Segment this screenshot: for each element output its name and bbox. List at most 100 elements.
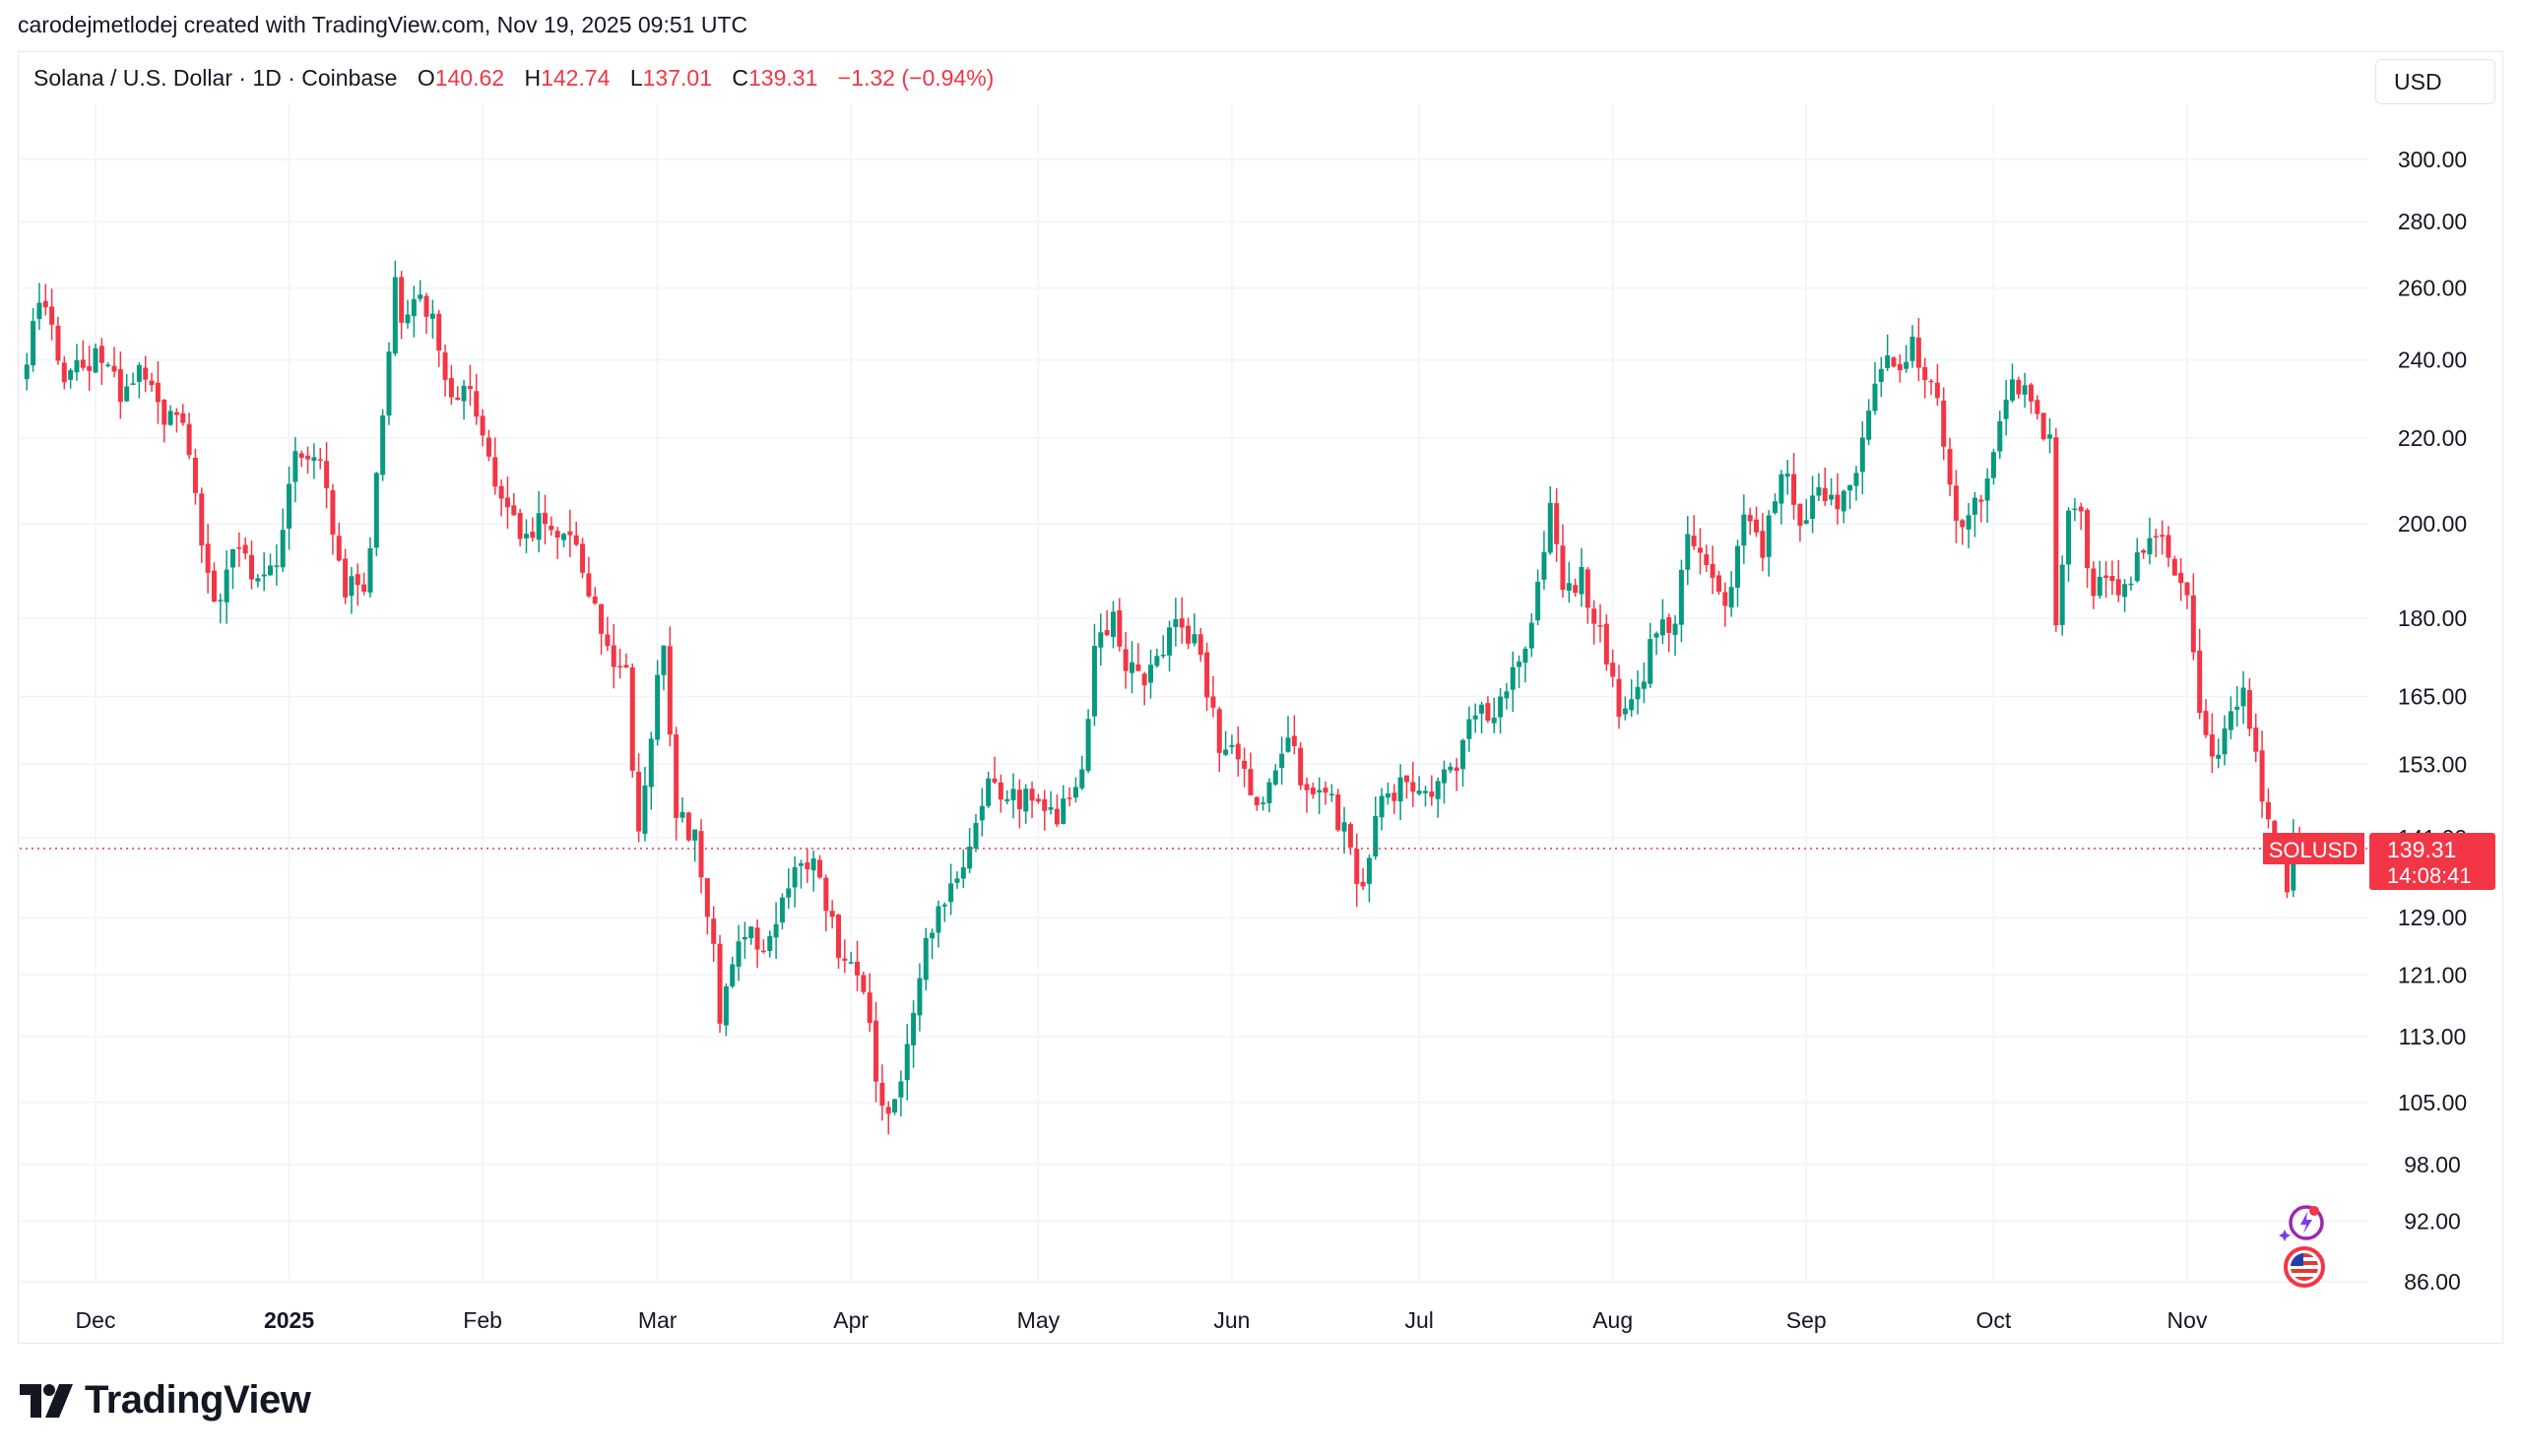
candle-body <box>1641 681 1647 689</box>
candle-body <box>1710 564 1715 578</box>
y-tick-label: 220.00 <box>2398 425 2467 451</box>
candle-body <box>1110 611 1116 638</box>
candle-body <box>1167 627 1173 656</box>
candle-body <box>1129 662 1134 673</box>
candle-body <box>199 493 205 546</box>
candle-body <box>1291 735 1297 746</box>
candle-body <box>1229 744 1235 747</box>
chart-frame <box>18 51 2503 1344</box>
candle-body <box>861 975 867 992</box>
candle-body <box>674 734 679 818</box>
candle-body <box>1341 822 1347 832</box>
candle-body <box>1498 696 1504 718</box>
candle-body <box>605 634 611 647</box>
symbol-title[interactable]: Solana / U.S. Dollar · 1D · Coinbase <box>33 65 398 91</box>
price-tag-price: 139.31 <box>2387 837 2456 862</box>
candle-body <box>1728 587 1734 608</box>
candle-body <box>748 926 754 938</box>
candle-body <box>117 369 123 403</box>
y-tick-label: 300.00 <box>2398 147 2467 172</box>
candle-body <box>186 423 192 456</box>
candle-body <box>623 665 629 668</box>
candle-body <box>1816 486 1822 496</box>
candle-body <box>567 531 573 536</box>
currency-selector[interactable]: USD <box>2375 59 2495 104</box>
candle-body <box>1317 790 1323 792</box>
candle-body <box>343 558 349 598</box>
x-tick-label: Aug <box>1592 1307 1633 1333</box>
candle-body <box>2009 379 2015 401</box>
candle-body <box>373 473 379 548</box>
candle-body <box>205 543 211 573</box>
candle-body <box>1835 494 1841 510</box>
tradingview-brand[interactable]: TradingView <box>20 1378 311 1423</box>
chart-credit: carodejmetlodej created with TradingView… <box>18 12 748 37</box>
candle-body <box>2085 510 2091 569</box>
candle-body <box>1072 787 1078 798</box>
candle-body <box>2097 576 2102 597</box>
candle-body <box>1197 634 1203 656</box>
candle-body <box>324 461 330 488</box>
candle-body <box>992 778 998 783</box>
candle-body <box>1260 802 1266 804</box>
candle-body <box>1179 618 1185 628</box>
candle-body <box>760 950 766 953</box>
candle-body <box>249 554 255 580</box>
candle-body <box>1016 790 1022 810</box>
candle-body <box>1310 788 1316 794</box>
candle-body <box>2091 568 2097 597</box>
candle-body <box>667 646 673 735</box>
candle-body <box>392 277 398 354</box>
y-tick-label: 86.00 <box>2404 1269 2461 1295</box>
candle-body <box>1722 592 1728 606</box>
candle-body <box>1204 652 1210 698</box>
candle-body <box>2184 582 2190 596</box>
candle-body <box>904 1044 910 1081</box>
close-value: 139.31 <box>748 65 818 91</box>
candle-body <box>2165 535 2171 558</box>
candle-body <box>1603 623 1609 665</box>
candle-body <box>698 831 704 878</box>
candle-body <box>98 346 104 363</box>
candle-body <box>704 878 710 918</box>
candle-body <box>617 665 623 668</box>
candle-body <box>1984 478 1990 501</box>
ai-spark-badge-icon[interactable] <box>2279 1201 2328 1249</box>
candle-body <box>224 569 229 602</box>
candle-body <box>167 411 173 425</box>
candle-body <box>442 351 448 380</box>
candle-body <box>835 915 841 959</box>
candle-body <box>2216 754 2222 759</box>
candle-body <box>2160 535 2165 538</box>
candle-body <box>24 364 30 380</box>
y-tick-label: 200.00 <box>2398 511 2467 537</box>
us-flag-badge-icon[interactable] <box>2281 1245 2328 1294</box>
candle-body <box>1847 484 1853 491</box>
brand-name: TradingView <box>85 1378 311 1422</box>
candle-body <box>274 565 280 567</box>
candle-body <box>923 937 929 981</box>
candle-body <box>1054 808 1060 825</box>
candle-body <box>1216 709 1222 753</box>
candle-body <box>1685 534 1691 570</box>
candle-body <box>1573 585 1579 594</box>
candle-body <box>1784 474 1790 477</box>
candle-body <box>917 978 923 1016</box>
candle-body <box>1629 699 1635 711</box>
candle-body <box>536 513 542 540</box>
candle-body <box>1416 791 1422 794</box>
price-tag-bg <box>2369 833 2495 890</box>
candle-body <box>517 513 523 539</box>
candle-body <box>1635 686 1641 700</box>
x-tick-label: Oct <box>1976 1307 2012 1333</box>
candle-body <box>586 573 592 597</box>
candle-body <box>1616 678 1622 718</box>
candle-body <box>399 277 405 323</box>
candle-body <box>74 359 80 373</box>
candle-body <box>1360 881 1366 887</box>
candle-body <box>1422 791 1428 793</box>
candle-body <box>192 458 198 493</box>
candle-body <box>2109 576 2115 582</box>
candle-body <box>423 295 429 317</box>
